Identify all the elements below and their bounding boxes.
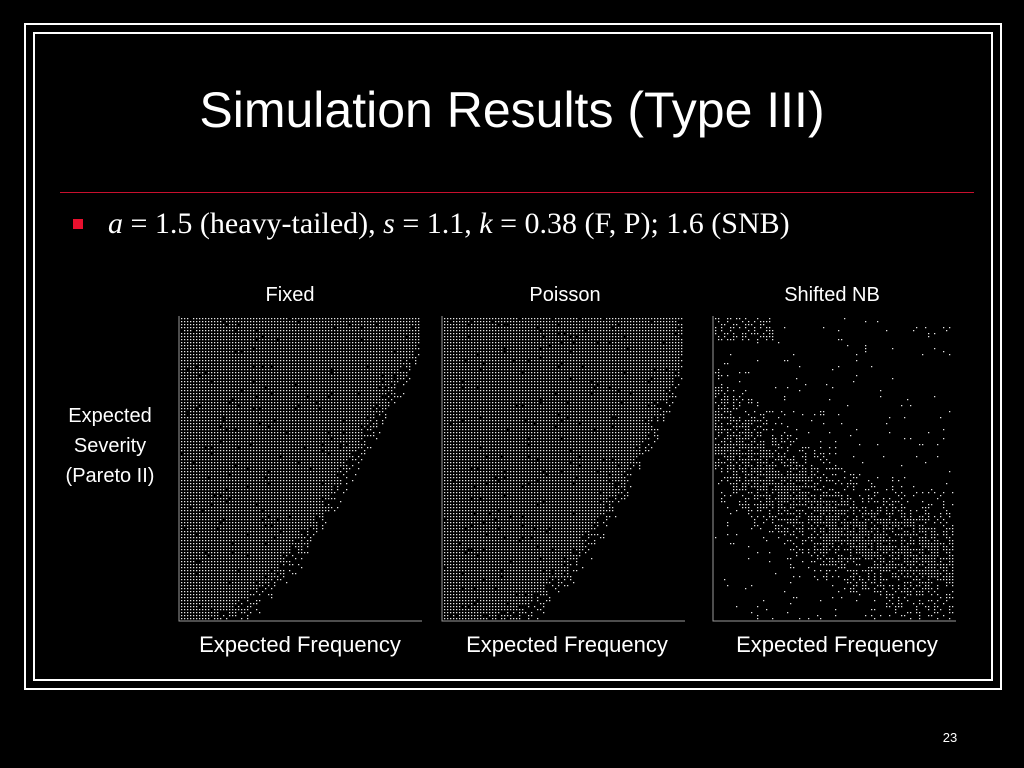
scatter-point-cloud (181, 318, 420, 620)
scatter-panel-poisson (441, 316, 685, 622)
scatter-points (715, 318, 954, 620)
scatter-points (181, 318, 420, 620)
a-value: = 1.5 (heavy-tailed), (123, 207, 384, 240)
slide-inner-border (33, 32, 993, 681)
page-number: 23 (942, 730, 958, 745)
slide-title: Simulation Results (Type III) (199, 82, 825, 138)
scatter-points (444, 318, 683, 620)
y-axis-label: Expected Severity (Pareto II) (65, 405, 155, 487)
k-value: = 0.38 (F, P); 1.6 (SNB) (492, 207, 790, 240)
axes (441, 316, 685, 622)
axes (178, 316, 422, 622)
panel-title-shifted-nb: Shifted NB (784, 284, 880, 306)
panel-title-fixed: Fixed (265, 284, 315, 306)
scatter-panel-fixed (178, 316, 422, 622)
bullet-square-icon (73, 219, 83, 229)
scatter-point-cloud (715, 318, 954, 620)
scatter-point-cloud (444, 318, 683, 620)
slide-outer-border (24, 23, 1002, 690)
scatter-svg-fixed (178, 316, 422, 622)
s-value: = 1.1, (394, 207, 480, 240)
bullet-parameters: a = 1.5 (heavy-tailed), s = 1.1, k = 0.3… (108, 206, 790, 242)
scatter-svg-shifted-nb (712, 316, 956, 622)
panel-title-poisson: Poisson (529, 284, 601, 306)
var-s: s (383, 207, 395, 240)
axes (712, 316, 956, 622)
var-a: a (108, 207, 123, 240)
title-divider (60, 192, 974, 193)
var-k: k (479, 207, 493, 240)
x-axis-label-poisson: Expected Frequency (466, 632, 668, 657)
scatter-svg-poisson (441, 316, 685, 622)
scatter-panel-shifted-nb (712, 316, 956, 622)
x-axis-label-fixed: Expected Frequency (199, 632, 401, 657)
x-axis-label-shifted-nb: Expected Frequency (736, 632, 938, 657)
